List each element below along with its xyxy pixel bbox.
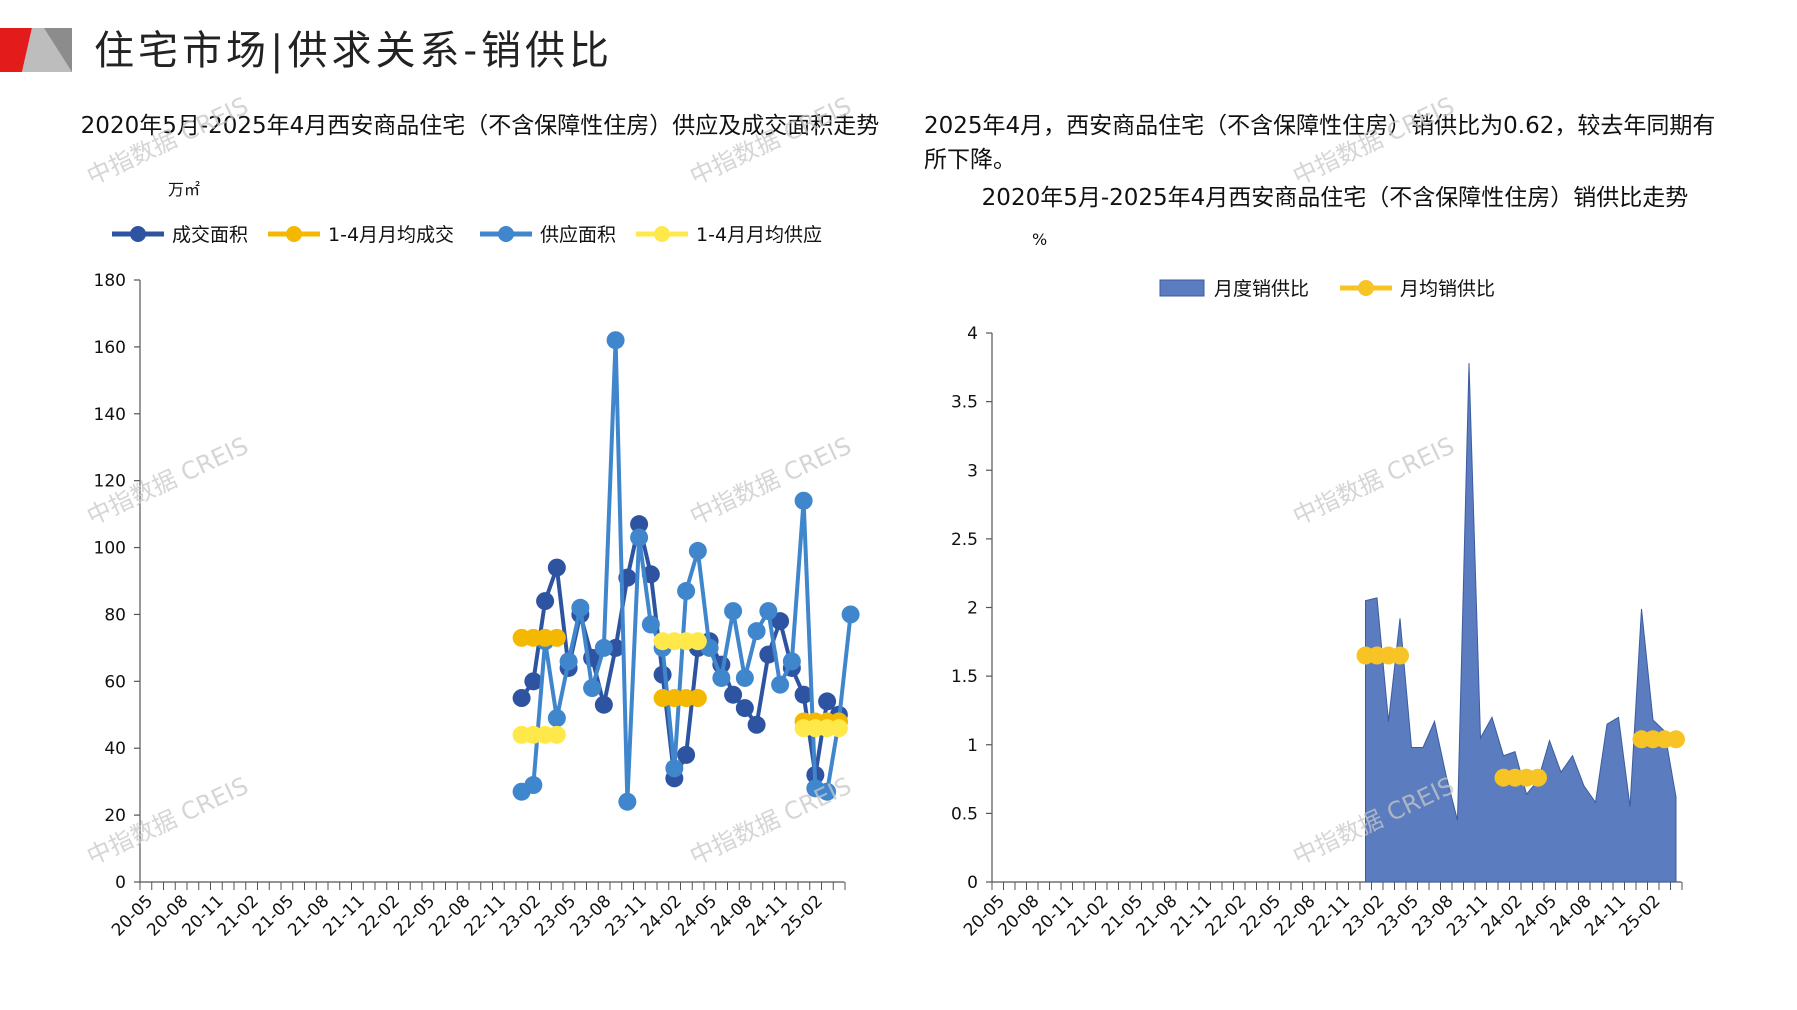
left-y-tick-label: 80 (104, 605, 126, 625)
deal-area-point (735, 699, 754, 718)
right-y-tick-label: 2 (967, 599, 978, 619)
ratio-avg-point (1529, 768, 1547, 787)
legend-ratio-label: 月度销供比 (1214, 278, 1309, 300)
legend-ratio-swatch (1159, 279, 1205, 297)
deal-area-point (547, 558, 566, 577)
left-y-tick-label: 120 (94, 472, 126, 492)
ratio-area (1365, 363, 1677, 883)
left-y-tick-label: 40 (104, 739, 126, 759)
deal-area-point (630, 515, 649, 534)
supply-area-point (559, 652, 578, 671)
supply-area-point (547, 709, 566, 728)
supply-area-point (735, 668, 754, 687)
supply-area-point (524, 776, 543, 795)
left-x-tick-label: 25-02 (778, 891, 827, 940)
ratio-avg-point (1667, 730, 1685, 749)
supply-avg-point (688, 632, 707, 651)
legend-deal-label: 成交面积 (172, 224, 248, 246)
deal-area-point (536, 592, 555, 611)
deal-area-point (677, 745, 696, 764)
left-y-tick-label: 0 (115, 873, 126, 893)
logo-dark-shape (44, 28, 72, 72)
left-y-tick-label: 20 (104, 806, 126, 826)
right-note: 2025年4月，西安商品住宅（不含保障性住房）销供比为0.62，较去年同期有所下… (924, 113, 1716, 173)
deal-area-point (594, 695, 613, 714)
supply-area-point (571, 598, 590, 617)
supply-area-point (747, 622, 766, 641)
supply-area-point (818, 782, 837, 801)
legend-deal-swatch-dot (130, 226, 146, 242)
right-y-tick-label: 0 (967, 873, 978, 893)
right-unit-label: % (1032, 230, 1048, 249)
page-title: 住宅市场|供求关系-销供比 (94, 28, 613, 74)
left-chart-title: 2020年5月-2025年4月西安商品住宅（不含保障性住房）供应及成交面积走势 (80, 113, 880, 139)
left-y-tick-label: 60 (104, 672, 126, 692)
right-y-tick-label: 2.5 (951, 530, 978, 550)
supply-area-point (759, 602, 778, 621)
right-chart-title: 2020年5月-2025年4月西安商品住宅（不含保障性住房）销供比走势 (981, 185, 1689, 211)
supply-avg-point (547, 725, 566, 744)
supply-avg-point (829, 719, 848, 738)
legend-deal-avg-label: 1-4月月均成交 (328, 224, 454, 246)
deal-avg-point (547, 628, 566, 647)
left-y-tick-label: 140 (94, 405, 126, 425)
deal-area-point (724, 685, 743, 704)
legend-ratio-avg-swatch-dot (1358, 280, 1374, 296)
ratio-avg-point (1391, 646, 1409, 665)
legend-supply-avg-swatch-dot (654, 226, 670, 242)
supply-area-point (606, 331, 625, 350)
supply-area-point (665, 759, 684, 778)
right-y-tick-label: 4 (967, 324, 978, 344)
supply-area-point (641, 615, 660, 634)
supply-area-point (771, 675, 790, 694)
supply-area-point (583, 679, 602, 698)
right-y-tick-label: 0.5 (951, 804, 978, 824)
deal-area-point (771, 612, 790, 631)
supply-area-point (712, 668, 731, 687)
supply-area-point (794, 491, 813, 510)
right-y-tick-label: 1.5 (951, 667, 978, 687)
right-y-tick-label: 1 (967, 736, 978, 756)
right-y-tick-label: 3.5 (951, 393, 978, 413)
legend-supply-swatch-dot (498, 226, 514, 242)
deal-area-point (524, 672, 543, 691)
legend-supply-avg-label: 1-4月月均供应 (696, 224, 822, 246)
legend-supply-label: 供应面积 (540, 224, 616, 246)
supply-area-point (594, 638, 613, 657)
legend-deal-avg-swatch-dot (286, 226, 302, 242)
left-unit-label: 万㎡ (168, 180, 201, 199)
supply-area-point (618, 792, 637, 811)
deal-area-point (794, 685, 813, 704)
brand-logo (0, 28, 72, 72)
logo-red-shape (0, 28, 32, 72)
supply-area-point (841, 605, 860, 624)
supply-area-point (630, 528, 649, 547)
deal-avg-point (688, 689, 707, 708)
deal-area-point (818, 692, 837, 711)
supply-area-point (724, 602, 743, 621)
right-y-tick-label: 3 (967, 461, 978, 481)
legend-ratio-avg-label: 月均销供比 (1400, 278, 1495, 300)
deal-area-point (512, 689, 531, 708)
supply-area-point (677, 582, 696, 601)
deal-area-point (747, 715, 766, 734)
left-y-tick-label: 160 (94, 338, 126, 358)
left-y-tick-label: 100 (94, 539, 126, 559)
supply-area-point (688, 541, 707, 560)
left-y-tick-label: 180 (94, 271, 126, 291)
supply-area-point (782, 652, 801, 671)
